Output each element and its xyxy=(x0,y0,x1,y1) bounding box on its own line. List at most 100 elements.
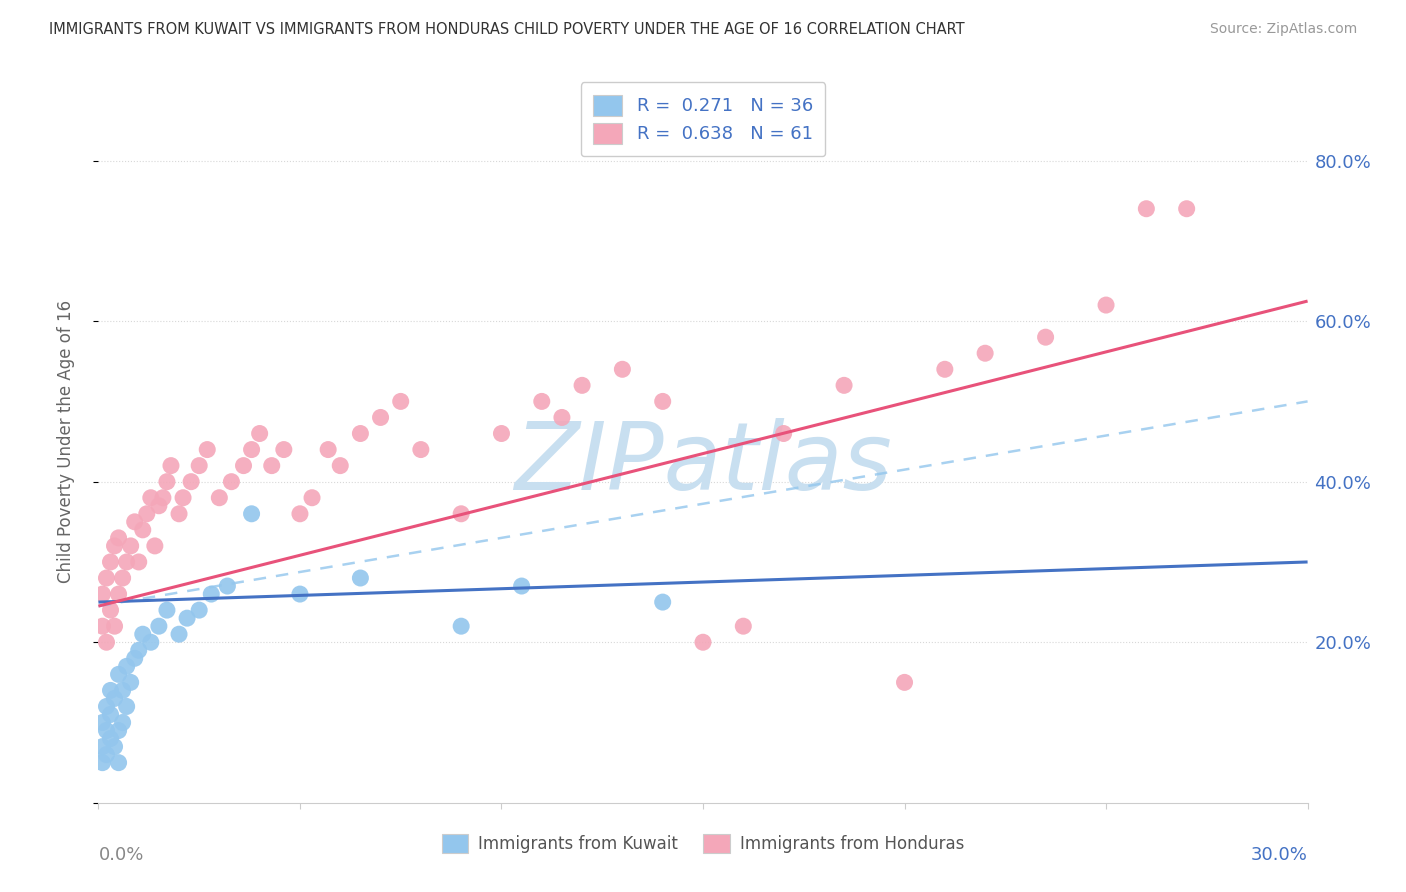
Point xyxy=(221,475,243,489)
Point xyxy=(111,683,134,698)
Point xyxy=(128,555,150,569)
Point xyxy=(301,491,323,505)
Point xyxy=(115,699,138,714)
Point xyxy=(91,587,114,601)
Point xyxy=(96,699,118,714)
Y-axis label: Child Poverty Under the Age of 16: Child Poverty Under the Age of 16 xyxy=(56,300,75,583)
Point xyxy=(612,362,634,376)
Point xyxy=(160,458,183,473)
Point xyxy=(651,394,673,409)
Point xyxy=(100,707,122,722)
Point xyxy=(409,442,432,457)
Point xyxy=(135,507,157,521)
Point xyxy=(188,603,211,617)
Point xyxy=(316,442,339,457)
Point xyxy=(96,723,118,738)
Point xyxy=(249,426,271,441)
Point xyxy=(510,579,533,593)
Point xyxy=(156,603,179,617)
Point xyxy=(107,531,129,545)
Point xyxy=(389,394,412,409)
Point xyxy=(103,739,125,754)
Point xyxy=(107,723,129,738)
Point xyxy=(148,619,170,633)
Point xyxy=(571,378,593,392)
Point xyxy=(450,507,472,521)
Point xyxy=(107,667,129,681)
Point xyxy=(103,539,125,553)
Point xyxy=(1035,330,1057,344)
Point xyxy=(100,555,122,569)
Point xyxy=(370,410,392,425)
Point xyxy=(172,491,194,505)
Point xyxy=(139,635,162,649)
Point xyxy=(120,539,142,553)
Point xyxy=(329,458,352,473)
Point xyxy=(115,555,138,569)
Point xyxy=(349,426,371,441)
Point xyxy=(124,515,146,529)
Point xyxy=(132,627,155,641)
Point xyxy=(100,603,122,617)
Point xyxy=(195,442,218,457)
Point xyxy=(139,491,162,505)
Point xyxy=(733,619,755,633)
Point xyxy=(180,475,202,489)
Point xyxy=(551,410,574,425)
Point xyxy=(1175,202,1198,216)
Point xyxy=(103,619,125,633)
Point xyxy=(100,731,122,746)
Point xyxy=(530,394,553,409)
Point xyxy=(120,675,142,690)
Point xyxy=(974,346,997,360)
Point xyxy=(692,635,714,649)
Legend: Immigrants from Kuwait, Immigrants from Honduras: Immigrants from Kuwait, Immigrants from … xyxy=(434,827,972,860)
Point xyxy=(152,491,174,505)
Point xyxy=(893,675,915,690)
Text: Source: ZipAtlas.com: Source: ZipAtlas.com xyxy=(1209,22,1357,37)
Point xyxy=(96,571,118,585)
Point xyxy=(491,426,513,441)
Text: 30.0%: 30.0% xyxy=(1251,847,1308,864)
Point xyxy=(217,579,239,593)
Point xyxy=(143,539,166,553)
Point xyxy=(132,523,155,537)
Point xyxy=(100,683,122,698)
Point xyxy=(103,691,125,706)
Point xyxy=(115,659,138,673)
Point xyxy=(288,587,311,601)
Point xyxy=(167,507,190,521)
Point xyxy=(96,747,118,762)
Point xyxy=(260,458,283,473)
Point xyxy=(232,458,254,473)
Point xyxy=(934,362,956,376)
Point xyxy=(349,571,371,585)
Point xyxy=(200,587,222,601)
Point xyxy=(1095,298,1118,312)
Point xyxy=(128,643,150,657)
Point xyxy=(188,458,211,473)
Point xyxy=(96,635,118,649)
Point xyxy=(273,442,295,457)
Point xyxy=(1135,202,1157,216)
Point xyxy=(91,619,114,633)
Point xyxy=(156,475,179,489)
Point xyxy=(111,715,134,730)
Point xyxy=(107,756,129,770)
Point xyxy=(107,587,129,601)
Point xyxy=(111,571,134,585)
Text: ZIPatlas: ZIPatlas xyxy=(515,417,891,508)
Point xyxy=(208,491,231,505)
Point xyxy=(148,499,170,513)
Point xyxy=(651,595,673,609)
Text: IMMIGRANTS FROM KUWAIT VS IMMIGRANTS FROM HONDURAS CHILD POVERTY UNDER THE AGE O: IMMIGRANTS FROM KUWAIT VS IMMIGRANTS FRO… xyxy=(49,22,965,37)
Point xyxy=(772,426,794,441)
Point xyxy=(450,619,472,633)
Point xyxy=(167,627,190,641)
Point xyxy=(124,651,146,665)
Point xyxy=(240,442,263,457)
Point xyxy=(91,715,114,730)
Point xyxy=(176,611,198,625)
Point xyxy=(91,756,114,770)
Point xyxy=(288,507,311,521)
